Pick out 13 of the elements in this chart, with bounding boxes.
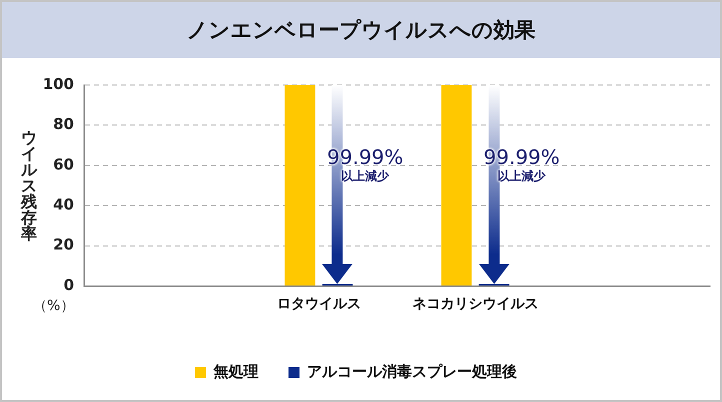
text: （%） — [33, 297, 74, 315]
y-tick-label: 20 — [53, 236, 74, 254]
x-tick-label: ネコカリシウイルス — [412, 296, 538, 312]
y-axis-title: ウイルス残存率 — [20, 128, 38, 242]
y-tick-label: 40 — [53, 195, 74, 214]
y-tick-label: 80 — [53, 115, 74, 134]
chart-title: ノンエンベロープウイルスへの効果 — [2, 2, 720, 58]
y-tick-label: 100 — [42, 74, 74, 93]
y-tick-label: 60 — [53, 155, 74, 174]
x-tick-label: ロタウイルス — [276, 296, 361, 312]
legend-label: アルコール消毒スプレー処理後 — [307, 362, 517, 380]
legend-label: 無処理 — [212, 362, 258, 380]
y-tick-label: 0 — [64, 276, 74, 294]
